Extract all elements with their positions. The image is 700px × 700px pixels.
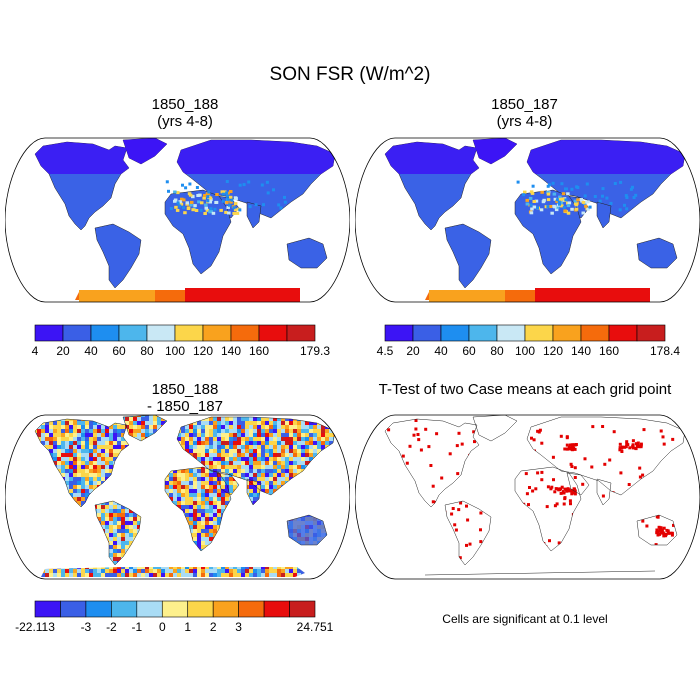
panel-title-line2: (yrs 4-8): [157, 113, 213, 130]
colorbar-swatch: [608, 324, 638, 342]
colorbar-tick-label: 140: [221, 344, 241, 358]
colorbar-swatch: [136, 600, 163, 618]
colorbar-swatch: [85, 600, 112, 618]
colorbar-tick-label: 20: [56, 344, 70, 358]
northern-low-values: [35, 138, 335, 174]
panel-title-1850-188: 1850_188 (yrs 4-8): [20, 96, 350, 130]
panel-title-1850-187: 1850_187 (yrs 4-8): [352, 96, 697, 130]
colorbar-swatch: [580, 324, 610, 342]
colorbar-tick-label: 120: [193, 344, 213, 358]
colorbar-tick-label: 80: [490, 344, 504, 358]
map-outline: [5, 414, 350, 580]
antarctica-high-values: [75, 288, 300, 302]
colorbar-swatch: [412, 324, 442, 342]
panel-title-difference: 1850_188 - 1850_187: [20, 381, 350, 415]
colorbar-tick-label: 40: [84, 344, 98, 358]
colorbar-1850-188: 4 20 40 60 80 100 120 140 160 179.3: [32, 324, 330, 358]
colorbar-tick-label: -22.113: [15, 620, 55, 634]
colorbar-swatch: [263, 600, 290, 618]
colorbar-tick-label: 20: [406, 344, 420, 358]
colorbar-tick-label: 100: [165, 344, 185, 358]
colorbar-tick-label: 140: [571, 344, 591, 358]
colorbar-swatch: [111, 600, 138, 618]
panel-title-line1: T-Test of two Case means at each grid po…: [378, 381, 672, 398]
panel-title-line2: - 1850_187: [147, 398, 223, 415]
colorbar-swatch: [289, 600, 316, 618]
colorbar-swatch: [552, 324, 582, 342]
colorbar-swatch: [468, 324, 498, 342]
colorbar-tick-label: -1: [131, 620, 142, 634]
colorbar-tick-label: 120: [543, 344, 563, 358]
map-1850-188: [5, 137, 350, 303]
colorbar-difference: -22.113 -3 -2 -1 0 1 2 3 24.751: [15, 600, 334, 634]
colorbar-tick-label: -2: [106, 620, 117, 634]
colorbar-swatch: [524, 324, 554, 342]
colorbar-swatch: [636, 324, 666, 342]
colorbar-tick-label: 178.4: [650, 344, 680, 358]
colorbar-tick-label: 24.751: [297, 620, 334, 634]
colorbar-swatch: [440, 324, 470, 342]
map-outline: [355, 137, 700, 303]
sahara-high-values: [516, 180, 638, 215]
colorbar-tick-label: 100: [515, 344, 535, 358]
map-ttest-significance: [355, 414, 700, 580]
colorbar-swatch: [60, 600, 87, 618]
colorbar-tick-label: 4: [32, 344, 39, 358]
map-outline: [355, 414, 700, 580]
colorbar-swatch: [174, 324, 204, 342]
colorbar-swatch: [187, 600, 214, 618]
colorbar-tick-label: 2: [210, 620, 217, 634]
colorbar-swatch: [286, 324, 316, 342]
colorbar-swatch: [34, 600, 61, 618]
map-outline: [5, 137, 350, 303]
colorbar-tick-label: 1: [184, 620, 191, 634]
map-1850-187: [355, 137, 700, 303]
coastlines: [34, 415, 336, 566]
northern-low-values: [385, 138, 685, 174]
colorbar-swatch: [496, 324, 526, 342]
panel-title-line1: 1850_188: [151, 96, 219, 113]
colorbar-swatch: [258, 324, 288, 342]
colorbar-swatch: [384, 324, 414, 342]
colorbar-tick-label: 80: [140, 344, 154, 358]
antarctica-high-values: [425, 288, 650, 302]
colorbar-tick-label: 40: [434, 344, 448, 358]
colorbar-swatch: [212, 600, 239, 618]
colorbar-tick-label: 3: [235, 620, 242, 634]
colorbar-tick-label: 160: [599, 344, 619, 358]
sahara-high-values: [165, 180, 287, 215]
colorbar-tick-label: 179.3: [300, 344, 330, 358]
colorbar-swatch: [118, 324, 148, 342]
panel-title-line1: 1850_188: [151, 381, 219, 398]
colorbar-tick-label: 60: [112, 344, 126, 358]
panel-title-ttest: T-Test of two Case means at each grid po…: [350, 381, 700, 398]
colorbar-swatch: [161, 600, 189, 618]
coastlines: [384, 415, 686, 576]
colorbar-1850-187: 4.5 20 40 60 80 100 120 140 160 178.4: [377, 324, 680, 358]
colorbar-swatch: [90, 324, 120, 342]
colorbar-tick-label: 160: [249, 344, 269, 358]
colorbar-swatch: [230, 324, 260, 342]
colorbar-tick-label: 4.5: [377, 344, 394, 358]
colorbar-tick-label: -3: [81, 620, 92, 634]
colorbar-swatch: [238, 600, 265, 618]
panel-title-line2: (yrs 4-8): [496, 113, 553, 130]
colorbar-swatch: [146, 324, 176, 342]
colorbar-swatch: [34, 324, 64, 342]
significance-note: Cells are significant at 0.1 level: [442, 612, 608, 626]
colorbar-tick-label: 0: [159, 620, 166, 634]
colorbar-swatch: [62, 324, 92, 342]
colorbar-tick-label: 60: [462, 344, 476, 358]
map-difference: [5, 414, 350, 580]
colorbar-swatch: [202, 324, 232, 342]
panel-title-line1: 1850_187: [491, 96, 558, 113]
figure-title: SON FSR (W/m^2): [269, 64, 431, 85]
